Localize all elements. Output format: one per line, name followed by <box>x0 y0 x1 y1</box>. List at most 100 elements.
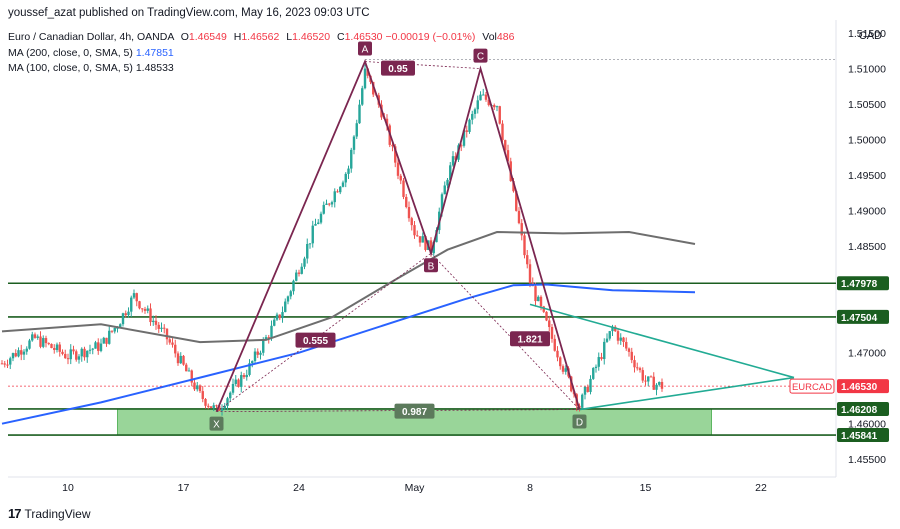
candle-body <box>594 366 598 369</box>
candle-body <box>652 376 655 390</box>
candle-body <box>526 255 529 265</box>
chart-legend: Euro / Canadian Dollar, 4h, OANDA O1.465… <box>8 30 514 77</box>
candle-body <box>421 236 424 243</box>
time-tick-label: May <box>405 482 426 494</box>
symbol-tag-label: EURCAD <box>792 382 832 393</box>
candle-body <box>399 175 402 181</box>
ma200-value: 1.47851 <box>135 46 174 59</box>
candle-body <box>121 313 125 325</box>
candle-body <box>520 223 523 236</box>
candle-body <box>515 191 518 211</box>
candle-body <box>53 348 56 350</box>
publisher-line: youssef_azat published on TradingView.co… <box>8 7 370 19</box>
candle-body <box>451 156 455 166</box>
level-price-tag <box>837 309 889 324</box>
open-value: 1.46549 <box>188 31 227 43</box>
candle-body <box>655 384 658 390</box>
ratio-label: 0.95 <box>388 64 408 75</box>
candle-body <box>58 344 61 352</box>
candle-body <box>22 351 26 355</box>
legend-ma100-row[interactable]: MA (100, close, 0, SMA, 5) 1.48533 <box>8 61 514 77</box>
candle-body <box>482 94 485 96</box>
candle-body <box>402 180 405 197</box>
candle-body <box>493 105 496 108</box>
candle-body <box>429 240 433 254</box>
candle-body <box>358 104 361 124</box>
candle-body <box>168 339 171 343</box>
candle-body <box>220 408 224 411</box>
candle-body <box>308 243 312 245</box>
symbol-title[interactable]: Euro / Canadian Dollar, 4h, OANDA <box>8 31 174 43</box>
candle-body <box>592 368 595 379</box>
candle-body <box>33 334 37 338</box>
candle-body <box>292 280 295 292</box>
candle-body <box>495 106 499 108</box>
time-tick-label: 22 <box>755 482 767 494</box>
candle-body <box>468 119 471 132</box>
candle-body <box>182 355 185 365</box>
pattern-point-badge <box>209 416 224 431</box>
candle-body <box>616 331 620 341</box>
candle-body <box>479 94 482 101</box>
volume-label: Vol <box>482 31 497 43</box>
candle-body <box>638 368 642 371</box>
pattern-point-badge <box>572 414 587 429</box>
candle-body <box>171 342 174 345</box>
candle-body <box>352 136 356 150</box>
level-price-label: 1.47504 <box>841 313 878 324</box>
candle-body <box>11 353 15 359</box>
candle-body <box>614 326 617 332</box>
candle-body <box>658 381 661 385</box>
candle-body <box>281 312 284 319</box>
candle-body <box>633 360 636 368</box>
level-price-label: 1.45841 <box>841 431 878 442</box>
candle-body <box>542 306 545 312</box>
triangle-upper-line <box>529 303 795 379</box>
level-price-label: 1.46208 <box>841 405 878 416</box>
candle-body <box>589 378 592 392</box>
legend-ohlc-row: Euro / Canadian Dollar, 4h, OANDA O1.465… <box>8 30 514 46</box>
candle-body <box>583 386 587 395</box>
candle-body <box>556 350 559 358</box>
candle-body <box>319 213 323 223</box>
candle-body <box>179 355 182 364</box>
time-tick-label: 15 <box>640 482 652 494</box>
candle-body <box>119 324 122 328</box>
candle-body <box>264 337 268 341</box>
candle-body <box>330 202 334 205</box>
ratio-label: 0.987 <box>402 407 427 418</box>
candle-body <box>385 118 389 126</box>
legend-ma200-row[interactable]: MA (200, close, 0, SMA, 5) 1.47851 <box>8 46 514 62</box>
candle-body <box>465 130 468 132</box>
candle-body <box>102 337 105 344</box>
candle-body <box>86 350 89 358</box>
candle-body <box>273 319 276 326</box>
candle-body <box>473 109 477 114</box>
candle-body <box>317 222 320 224</box>
candle-body <box>537 296 540 302</box>
time-tick-label: 10 <box>62 482 74 494</box>
price-tick-label: 1.49000 <box>848 206 886 218</box>
pattern-ratio-line <box>216 252 432 412</box>
candle-body <box>154 320 158 325</box>
candle-body <box>39 336 42 347</box>
time-tick-label: 8 <box>527 482 533 494</box>
currency-label[interactable]: CAD <box>858 30 882 42</box>
candle-body <box>190 370 193 383</box>
candle-body <box>605 338 609 342</box>
candle-body <box>64 353 67 359</box>
close-value: 1.46530 <box>344 31 383 43</box>
candle-body <box>259 352 262 355</box>
candle-body <box>597 357 600 367</box>
candle-body <box>361 88 364 105</box>
tradingview-logo[interactable]: 17 TradingView <box>8 506 91 521</box>
candle-body <box>284 301 287 313</box>
candle-body <box>88 349 92 351</box>
price-tick-label: 1.51500 <box>848 28 886 40</box>
candle-body <box>512 181 515 192</box>
candle-body <box>77 356 81 360</box>
candle-body <box>99 343 103 351</box>
level-price-tag <box>837 276 889 291</box>
candle-body <box>176 353 180 364</box>
